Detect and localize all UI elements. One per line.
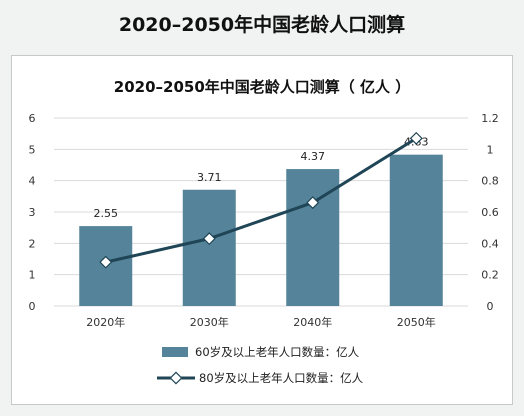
y-left-tick-label: 6 — [29, 112, 36, 125]
legend-swatch-marker — [169, 371, 183, 385]
chart-svg: 2020–2050年中国老龄人口测算（ 亿人 ） 0 0 1 0.2 2 0.4 3 0.6 4 0… — [29, 78, 499, 385]
y-left-tick-label: 5 — [29, 143, 36, 156]
y-left-tick-label: 3 — [29, 206, 36, 219]
x-tick-label: 2020年 — [86, 315, 125, 329]
line-point — [306, 196, 320, 210]
y-right-tick-label: 1.2 — [481, 112, 499, 125]
y-left-tick-label: 1 — [29, 269, 36, 282]
bar-value-label: 4.37 — [301, 150, 326, 163]
x-tick-label: 2050年 — [397, 315, 436, 329]
y-right-tick-label: 0.6 — [481, 206, 499, 219]
chart-title: 2020–2050年中国老龄人口测算（ 亿人 ） — [114, 78, 410, 96]
x-tick-label: 2040年 — [293, 315, 332, 329]
line-series — [105, 137, 418, 264]
y-left-tick-label: 0 — [29, 300, 36, 313]
bar-value-label: 3.71 — [197, 171, 222, 184]
bar — [389, 154, 443, 306]
y-right-tick-label: 0.8 — [481, 175, 499, 188]
legend-swatch-bar — [162, 347, 188, 357]
y-right-tick-label: 0 — [487, 300, 494, 313]
y-left-tick-label: 2 — [29, 237, 36, 250]
legend-label-bar: 60岁及以上老年人口数量：亿人 — [195, 345, 360, 359]
page-title: 2020–2050年中国老龄人口测算 — [118, 14, 406, 36]
y-right-tick-label: 1 — [487, 143, 494, 156]
x-tick-label: 2030年 — [190, 315, 229, 329]
bar-value-label: 2.55 — [94, 207, 119, 220]
y-right-tick-label: 0.2 — [481, 269, 499, 282]
y-left-tick-label: 4 — [29, 175, 36, 188]
line-point — [99, 255, 113, 269]
y-right-tick-label: 0.4 — [481, 237, 499, 250]
line-point — [409, 131, 423, 145]
legend-label-line: 80岁及以上老年人口数量：亿人 — [199, 371, 364, 385]
line-point — [202, 232, 216, 246]
chart-frame: 2020–2050年中国老龄人口测算（ 亿人 ） 0 0 1 0.2 2 0.4 3 0.6 4 0… — [11, 55, 513, 405]
bar — [182, 189, 236, 306]
